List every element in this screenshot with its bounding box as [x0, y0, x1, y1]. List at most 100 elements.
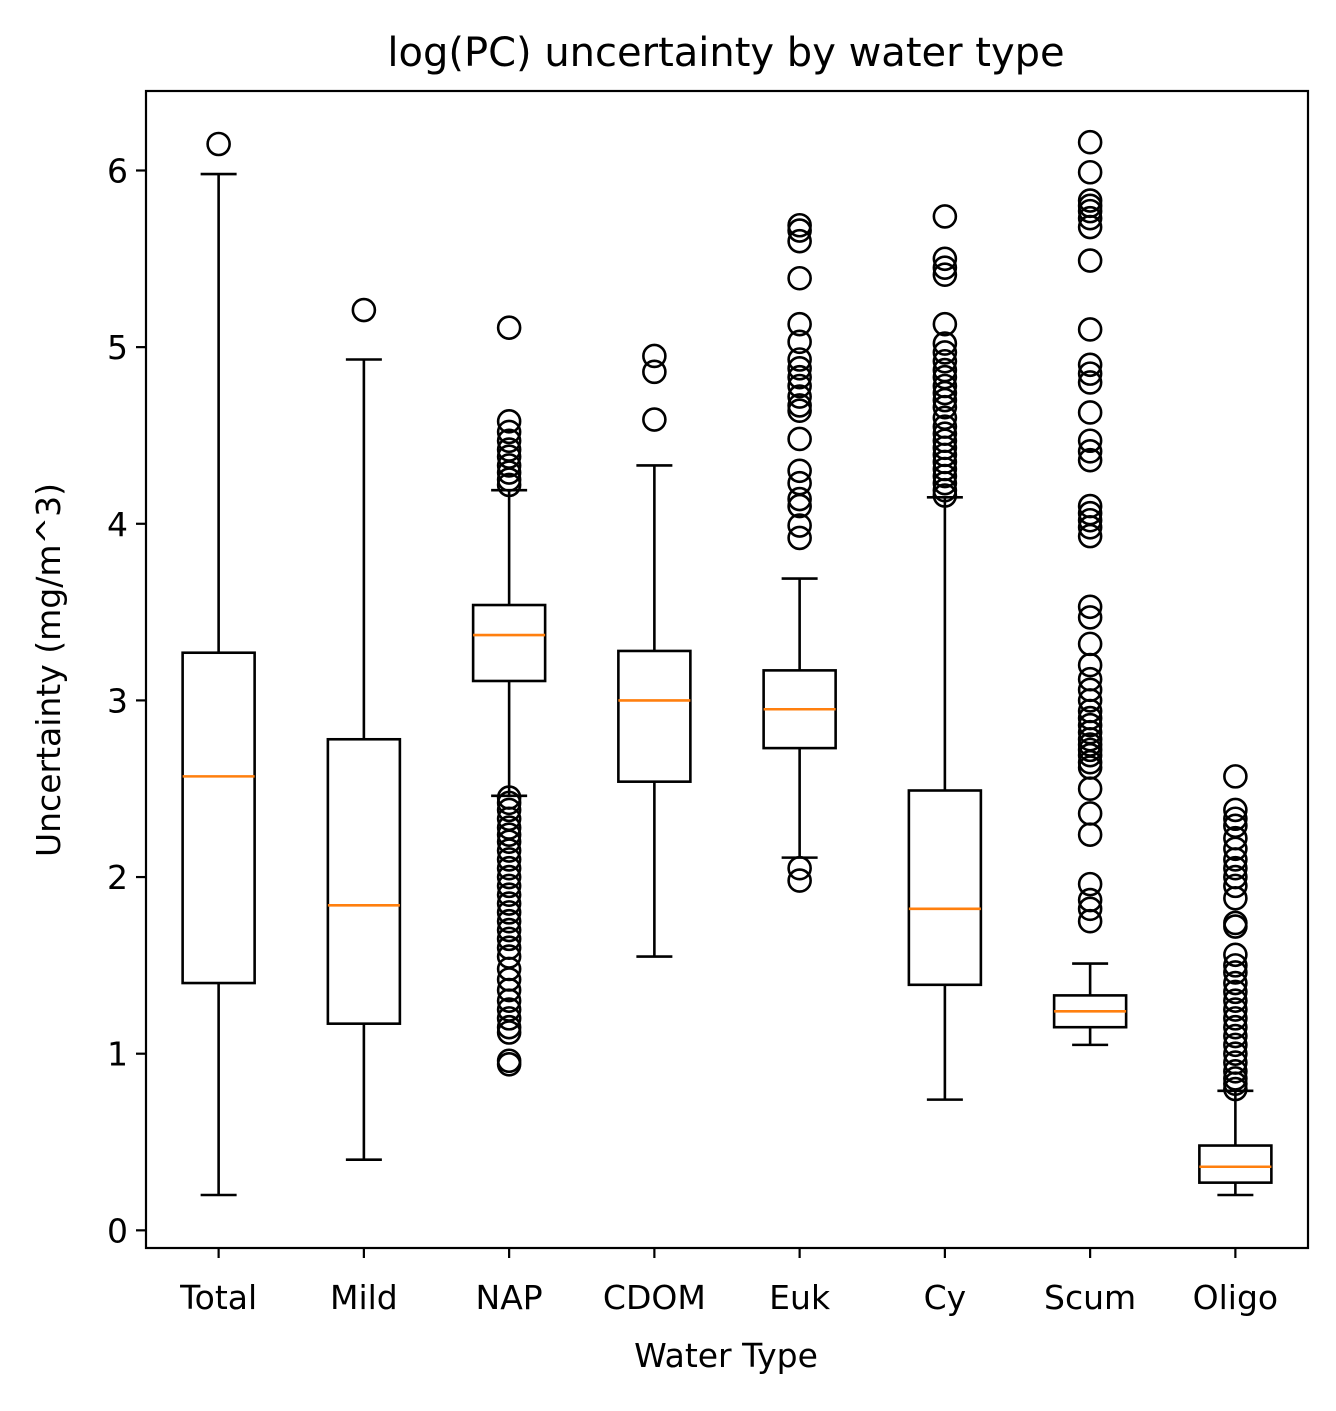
outlier-point [1077, 352, 1103, 378]
plot-area [181, 129, 1273, 1197]
outlier-point [932, 387, 958, 413]
outlier-point [1077, 198, 1103, 224]
outlier-point [496, 891, 522, 916]
outlier-point [496, 1006, 522, 1031]
outlier-point [1077, 447, 1103, 473]
box-iqr [326, 737, 402, 1025]
outlier-point [787, 855, 812, 881]
outlier-point [1077, 652, 1103, 678]
outlier-point [1223, 806, 1248, 832]
outlier-point [351, 297, 377, 323]
outlier-point [1077, 776, 1103, 802]
outlier-point [1223, 1059, 1248, 1084]
outlier-point [1223, 1014, 1248, 1040]
outlier-point [1077, 871, 1103, 897]
outlier-point [206, 131, 231, 157]
outlier-point [932, 340, 958, 365]
outlier-point [1077, 523, 1103, 549]
x-tick-label: Cy [924, 1278, 967, 1317]
outlier-point [496, 1020, 522, 1045]
outlier-point [1077, 361, 1103, 386]
outlier-point [496, 472, 522, 498]
outlier-point [1223, 960, 1248, 985]
outlier-point [932, 246, 958, 272]
outlier-point [496, 917, 522, 943]
outlier-point [932, 394, 958, 420]
y-tick-label: 2 [107, 858, 128, 897]
outlier-point [1223, 914, 1248, 939]
outlier-point [496, 428, 522, 454]
outlier-point [932, 348, 958, 374]
outlier-point [496, 900, 522, 925]
outlier-point [1223, 836, 1248, 862]
box-group-total [181, 131, 256, 1197]
outlier-point [642, 407, 667, 432]
box-group-mild [326, 297, 402, 1161]
outlier-point [1223, 855, 1248, 881]
box-iqr [471, 603, 547, 683]
outlier-point [1223, 942, 1248, 968]
box-iqr [181, 651, 256, 985]
outlier-point [787, 228, 812, 254]
outlier-point [932, 380, 958, 406]
outlier-point [787, 356, 812, 381]
outlier-point [1077, 908, 1103, 934]
outlier-point [787, 426, 812, 452]
outlier-point [1077, 712, 1103, 738]
outlier-point [1223, 1006, 1248, 1031]
outlier-point [1077, 822, 1103, 847]
outlier-point [1223, 1032, 1248, 1058]
y-tick-label: 0 [107, 1211, 128, 1250]
outlier-point [642, 359, 667, 385]
outlier-point [932, 483, 958, 508]
outlier-point [1077, 129, 1103, 155]
outlier-point [787, 398, 812, 424]
outlier-point [496, 315, 522, 340]
outlier-point [496, 460, 522, 485]
outlier-point [1223, 953, 1248, 978]
y-tick-label: 6 [107, 151, 128, 190]
outlier-point [1077, 688, 1103, 713]
outlier-point [1223, 970, 1248, 996]
plot-frame [144, 89, 1310, 1250]
outlier-point [787, 347, 812, 372]
outlier-point [1077, 317, 1103, 342]
x-tick-label: NAP [476, 1278, 543, 1317]
outlier-point [787, 218, 812, 243]
outlier-point [496, 797, 522, 823]
outlier-point [496, 873, 522, 899]
outlier-point [932, 470, 958, 496]
box-group-euk [762, 212, 837, 893]
outlier-point [1077, 205, 1103, 231]
outlier-point [1077, 439, 1103, 464]
outlier-point [787, 329, 812, 355]
x-axis: Total Mild NAP CDOM Euk Cy Scum Oligo [179, 1248, 1278, 1317]
y-tick-label: 4 [107, 505, 128, 544]
outlier-point [496, 908, 522, 934]
outlier-point [1223, 847, 1248, 872]
outlier-point [1077, 631, 1103, 657]
outlier-point [932, 255, 958, 280]
outlier-point [496, 855, 522, 881]
outlier-point [787, 525, 812, 551]
outlier-point [787, 265, 812, 291]
outlier-point [1077, 248, 1103, 273]
outlier-point [1077, 159, 1103, 185]
box-iqr [617, 649, 692, 783]
outlier-point [496, 829, 522, 855]
outlier-point [1077, 515, 1103, 540]
outlier-point [1223, 988, 1248, 1014]
outlier-point [496, 847, 522, 872]
outlier-point [496, 453, 522, 478]
outlier-point [496, 988, 522, 1014]
outlier-point [787, 458, 812, 484]
y-axis-label: Uncertainty (mg/m^3) [29, 483, 68, 857]
x-axis-label: Water Type [634, 1336, 818, 1375]
outlier-point [496, 838, 522, 863]
box-group-cy [907, 204, 983, 1101]
chart-title: log(PC) uncertainty by water type [387, 30, 1064, 76]
outlier-point [1077, 801, 1103, 826]
outlier-point [932, 331, 958, 356]
box-group-cdom [617, 343, 692, 958]
